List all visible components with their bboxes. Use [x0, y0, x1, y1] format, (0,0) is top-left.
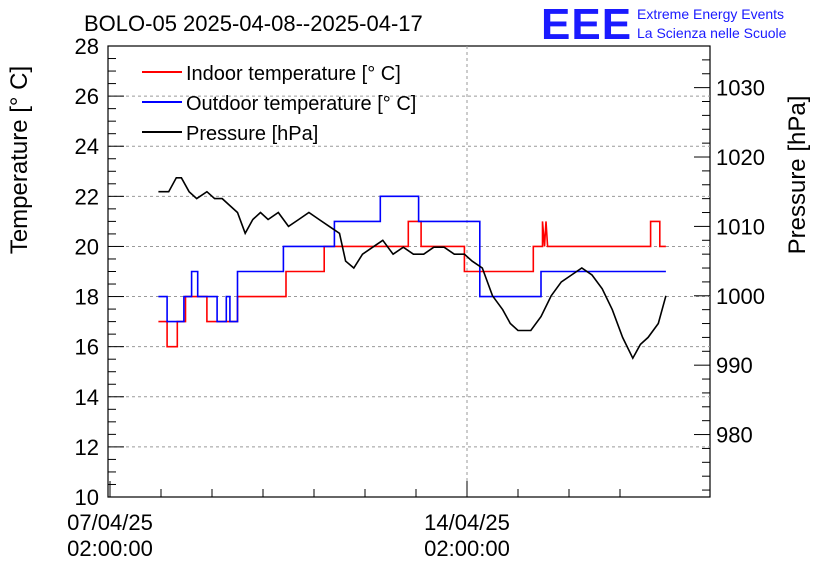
series-group [158, 177, 667, 360]
y-tick-label-24: 24 [75, 134, 99, 159]
chart-title: BOLO-05 2025-04-08--2025-04-17 [84, 11, 423, 36]
y-tick-label-20: 20 [75, 234, 99, 259]
series-line-2 [158, 177, 667, 360]
y2-tick-label-1030: 1030 [716, 76, 765, 101]
y-tick-label-18: 18 [75, 285, 99, 310]
y-axis-title: Temperature [° C] [6, 66, 33, 254]
eee-logo-mark: EEE [541, 0, 632, 49]
legend-label-outdoor: Outdoor temperature [° C] [186, 93, 416, 115]
series-line-1 [158, 195, 666, 323]
legend-label-indoor: Indoor temperature [° C] [186, 63, 401, 85]
legend-label-pressure: Pressure [hPa] [186, 123, 318, 145]
y-tick-label-26: 26 [75, 84, 99, 109]
right-axis: 980 990 1000 1010 1020 1030 [694, 45, 765, 491]
eee-logo: EEE Extreme Energy Events La Scienza nel… [541, 0, 787, 49]
eee-logo-line2: La Scienza nelle Scuole [637, 25, 787, 41]
y2-tick-label-980: 980 [716, 423, 753, 448]
y-tick-label-16: 16 [75, 335, 99, 360]
y2-tick-label-1010: 1010 [716, 214, 765, 239]
y2-tick-label-1000: 1000 [716, 284, 765, 309]
y2-axis-title: Pressure [hPa] [784, 96, 811, 255]
y2-tick-label-990: 990 [716, 353, 753, 378]
y2-tick-label-1020: 1020 [716, 145, 765, 170]
left-axis: 10 12 14 16 18 20 22 24 26 28 [75, 34, 124, 510]
x-tick-label-time-14/04/25: 02:00:00 [424, 536, 510, 561]
legend: Indoor temperature [° C] Outdoor tempera… [142, 63, 416, 145]
y-tick-label-22: 22 [75, 184, 99, 209]
x-tick-label-date-07/04/25: 07/04/25 [67, 510, 153, 535]
eee-logo-line1: Extreme Energy Events [637, 6, 784, 22]
x-tick-label-date-14/04/25: 14/04/25 [424, 510, 510, 535]
x-tick-label-time-07/04/25: 02:00:00 [67, 536, 153, 561]
y-tick-label-12: 12 [75, 435, 99, 460]
series-line-0 [158, 220, 666, 348]
y-tick-label-28: 28 [75, 34, 99, 59]
y-tick-label-14: 14 [75, 385, 99, 410]
y-tick-label-10: 10 [75, 485, 99, 510]
